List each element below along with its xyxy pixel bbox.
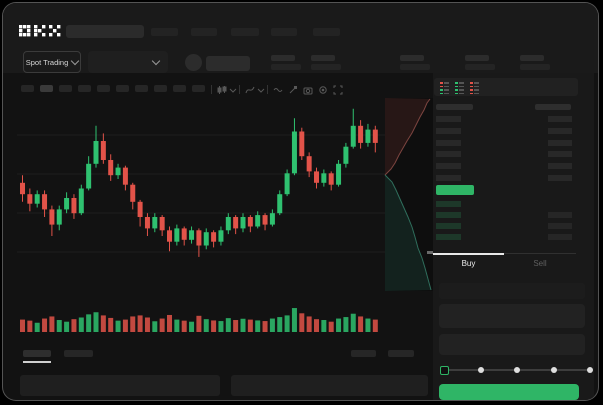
timeframe-button-skeleton[interactable] [173, 85, 186, 92]
stat-label-skeleton [271, 55, 295, 61]
bid-price-skeleton[interactable] [436, 212, 461, 218]
draw-icon[interactable] [288, 85, 298, 95]
nav-item-skeleton[interactable] [191, 28, 217, 36]
bid-price-skeleton[interactable] [436, 234, 461, 240]
tab-sell[interactable]: Sell [533, 259, 547, 268]
nav-item-skeleton[interactable] [271, 28, 297, 36]
chevron-down-icon[interactable] [256, 85, 266, 95]
timeframe-button-skeleton[interactable] [97, 85, 110, 92]
action-button-skeleton[interactable] [206, 56, 250, 71]
chevron-down-icon [71, 56, 80, 66]
bottom-tab-2-skeleton[interactable] [64, 350, 93, 357]
bottom-tab-active-underline [23, 361, 51, 363]
timeframe-button-skeleton[interactable] [154, 85, 167, 92]
tab-buy[interactable]: Buy [461, 259, 476, 268]
buy-tab-indicator [433, 253, 504, 255]
toolbar-divider [239, 85, 240, 94]
pair-dropdown[interactable] [88, 51, 168, 73]
search-input-skeleton[interactable] [66, 25, 144, 38]
stat-label-skeleton [400, 55, 424, 61]
ask-amount-skeleton[interactable] [548, 140, 572, 146]
ask-price-skeleton[interactable] [436, 151, 461, 157]
ask-price-skeleton[interactable] [436, 175, 461, 181]
slider-dot[interactable] [514, 367, 520, 373]
nav-item-skeleton[interactable] [313, 28, 340, 36]
stat-value-skeleton [311, 64, 341, 70]
stat-label-skeleton [520, 55, 544, 61]
bottom-panel-left [20, 375, 220, 396]
fullscreen-icon[interactable] [333, 85, 343, 95]
bottom-link-1-skeleton[interactable] [351, 350, 376, 357]
orderbook-header-price-skeleton [436, 104, 473, 110]
bottom-panel-right [231, 375, 428, 396]
last-price-bar [436, 185, 474, 195]
buy-submit-button[interactable] [439, 384, 579, 400]
bid-price-skeleton[interactable] [436, 223, 461, 229]
stat-value-skeleton [465, 64, 495, 70]
bid-amount-skeleton[interactable] [548, 234, 572, 240]
avatar[interactable] [185, 54, 202, 71]
combined-book-icon[interactable] [440, 82, 451, 94]
slider-dot[interactable] [550, 367, 557, 373]
bid-amount-skeleton[interactable] [548, 223, 572, 229]
buy-book-icon[interactable] [455, 82, 466, 94]
amount-input-skeleton[interactable] [439, 334, 585, 355]
stat-label-skeleton [465, 55, 489, 61]
nav-item-skeleton[interactable] [151, 28, 178, 36]
stat-value-skeleton [271, 64, 301, 70]
timeframe-button-skeleton[interactable] [135, 85, 148, 92]
price-chart[interactable] [3, 3, 599, 401]
ask-amount-skeleton[interactable] [548, 175, 572, 181]
settings-icon[interactable] [318, 85, 328, 95]
sell-book-icon[interactable] [470, 82, 481, 94]
bid-price-skeleton[interactable] [436, 201, 461, 207]
timeframe-button-skeleton[interactable] [78, 85, 91, 92]
market-type-label: Spot Trading [25, 57, 69, 67]
timeframe-button-skeleton[interactable] [192, 85, 205, 92]
indicators-icon[interactable] [245, 85, 255, 95]
ask-price-skeleton[interactable] [436, 163, 461, 169]
ask-price-skeleton[interactable] [436, 116, 461, 122]
ask-price-skeleton[interactable] [436, 128, 461, 134]
orderbook-header-amount-skeleton [535, 104, 571, 110]
tab-divider [504, 253, 576, 254]
stat-label-skeleton [311, 55, 335, 61]
chevron-down-icon [151, 56, 161, 66]
ask-amount-skeleton[interactable] [548, 128, 572, 134]
price-input-skeleton[interactable] [439, 304, 585, 328]
bottom-tab-1-skeleton[interactable] [23, 350, 51, 357]
slider-dot[interactable] [477, 367, 484, 373]
slider-handle[interactable] [440, 366, 449, 375]
stat-value-skeleton [400, 64, 430, 70]
chevron-down-icon[interactable] [228, 85, 238, 95]
ask-price-skeleton[interactable] [436, 140, 461, 146]
ask-amount-skeleton[interactable] [548, 116, 572, 122]
toolbar-divider [267, 85, 268, 94]
ask-amount-skeleton[interactable] [548, 163, 572, 169]
toolbar-divider [211, 85, 212, 94]
bid-amount-skeleton[interactable] [548, 212, 572, 218]
camera-icon[interactable] [303, 85, 313, 95]
ask-amount-skeleton[interactable] [548, 151, 572, 157]
market-type-dropdown[interactable]: Spot Trading [23, 51, 81, 73]
nav-item-skeleton[interactable] [231, 28, 259, 36]
order-input-skeleton[interactable] [439, 283, 585, 299]
bottom-link-2-skeleton[interactable] [388, 350, 414, 357]
slider-dot[interactable] [587, 367, 593, 373]
stat-value-skeleton [520, 64, 550, 70]
app-window: Spot Trading Buy Sell [2, 2, 599, 401]
timeframe-button-skeleton[interactable] [21, 85, 34, 92]
timeframe-button-skeleton[interactable] [40, 85, 53, 92]
timeframe-button-skeleton[interactable] [116, 85, 129, 92]
timeframe-button-skeleton[interactable] [59, 85, 72, 92]
okx-logo[interactable] [19, 25, 61, 37]
candles-icon[interactable] [217, 85, 227, 95]
line-tool-icon[interactable] [273, 85, 283, 95]
